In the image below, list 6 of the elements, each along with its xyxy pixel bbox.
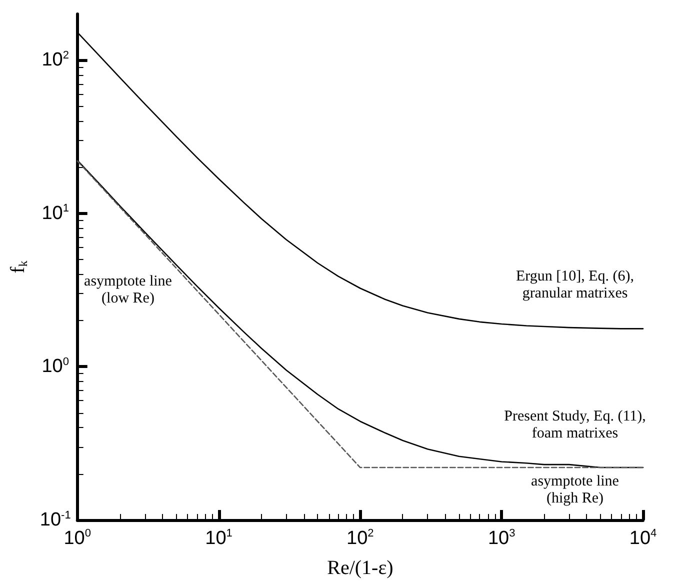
y-axis-title: fk [7,260,30,274]
annotation: Present Study, Eq. (11), foam matrixes [504,408,646,442]
annotation: asymptote line (high Re) [531,474,620,506]
x-axis-title: Re/(1-ε) [327,557,394,579]
annotation: Ergun [10], Eq. (6), granular matrixes [516,268,634,302]
annotation: asymptote line (low Re) [84,274,172,306]
